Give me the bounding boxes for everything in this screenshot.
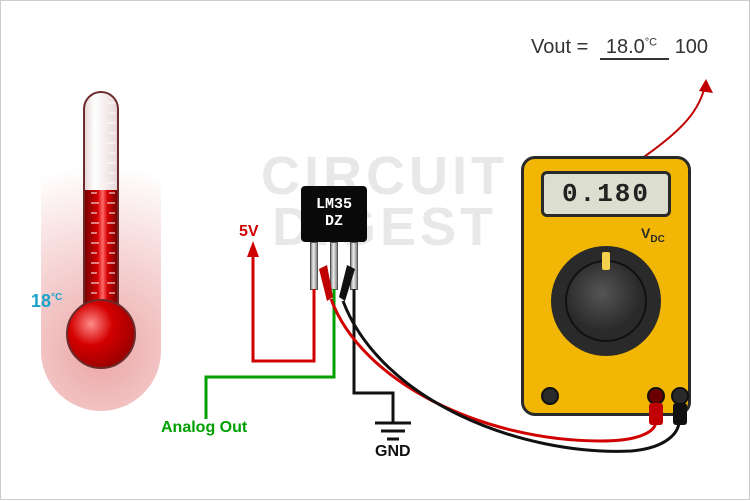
multimeter-reading: 0.180: [562, 179, 650, 209]
thermometer-ticks: [85, 93, 119, 311]
wire-gnd: [354, 289, 393, 423]
formula-numerator-unit: °C: [645, 37, 657, 49]
watermark-line1: CIRCUIT: [261, 151, 508, 202]
formula-fraction: 18.0°C 100: [600, 36, 714, 59]
multimeter-display: 0.180: [541, 171, 671, 217]
temperature-label: 18°C: [31, 291, 62, 312]
probe-plug-black: [673, 403, 687, 425]
arrow-5v: [247, 241, 259, 257]
thermometer-tube: [83, 91, 119, 311]
multimeter-mode-label: VDC: [641, 225, 665, 245]
ground-symbol: [375, 423, 411, 439]
multimeter-dial: [551, 246, 661, 356]
formula-denominator: 100: [669, 36, 714, 58]
wire-5v: [253, 251, 314, 361]
thermometer-bulb: [66, 299, 136, 369]
sensor-pin-2: [330, 242, 338, 290]
formula-numerator-value: 18.0: [606, 36, 645, 58]
sensor-label-line1: LM35: [301, 196, 367, 213]
meter-jack-left: [541, 387, 559, 405]
watermark-line2: DIGEST: [261, 202, 508, 253]
sensor-pin-3: [350, 242, 358, 290]
formula-lhs: Vout =: [531, 36, 588, 58]
label-5v: 5V: [239, 223, 259, 241]
sensor-pin-1: [310, 242, 318, 290]
sensor-label-line2: DZ: [301, 213, 367, 230]
probe-plug-red: [649, 403, 663, 425]
mode-dc: DC: [650, 234, 664, 245]
wire-analog-out: [206, 289, 334, 419]
label-gnd: GND: [375, 443, 411, 461]
temperature-unit: °C: [51, 292, 62, 303]
label-analog-out: Analog Out: [161, 419, 247, 437]
formula-callout: [641, 81, 706, 159]
temperature-value: 18: [31, 291, 51, 311]
lm35-sensor-body: LM35 DZ: [301, 186, 367, 242]
watermark: CIRCUIT DIGEST: [261, 151, 508, 254]
formula: Vout = 18.0°C 100: [531, 36, 714, 59]
mode-v: V: [641, 225, 650, 241]
formula-callout-arrow: [699, 79, 713, 93]
dial-pointer: [602, 252, 610, 270]
